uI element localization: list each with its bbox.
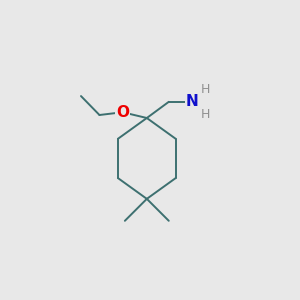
Text: H: H [201, 108, 210, 121]
Text: O: O [116, 105, 129, 120]
Text: N: N [185, 94, 198, 109]
Text: H: H [201, 82, 210, 96]
